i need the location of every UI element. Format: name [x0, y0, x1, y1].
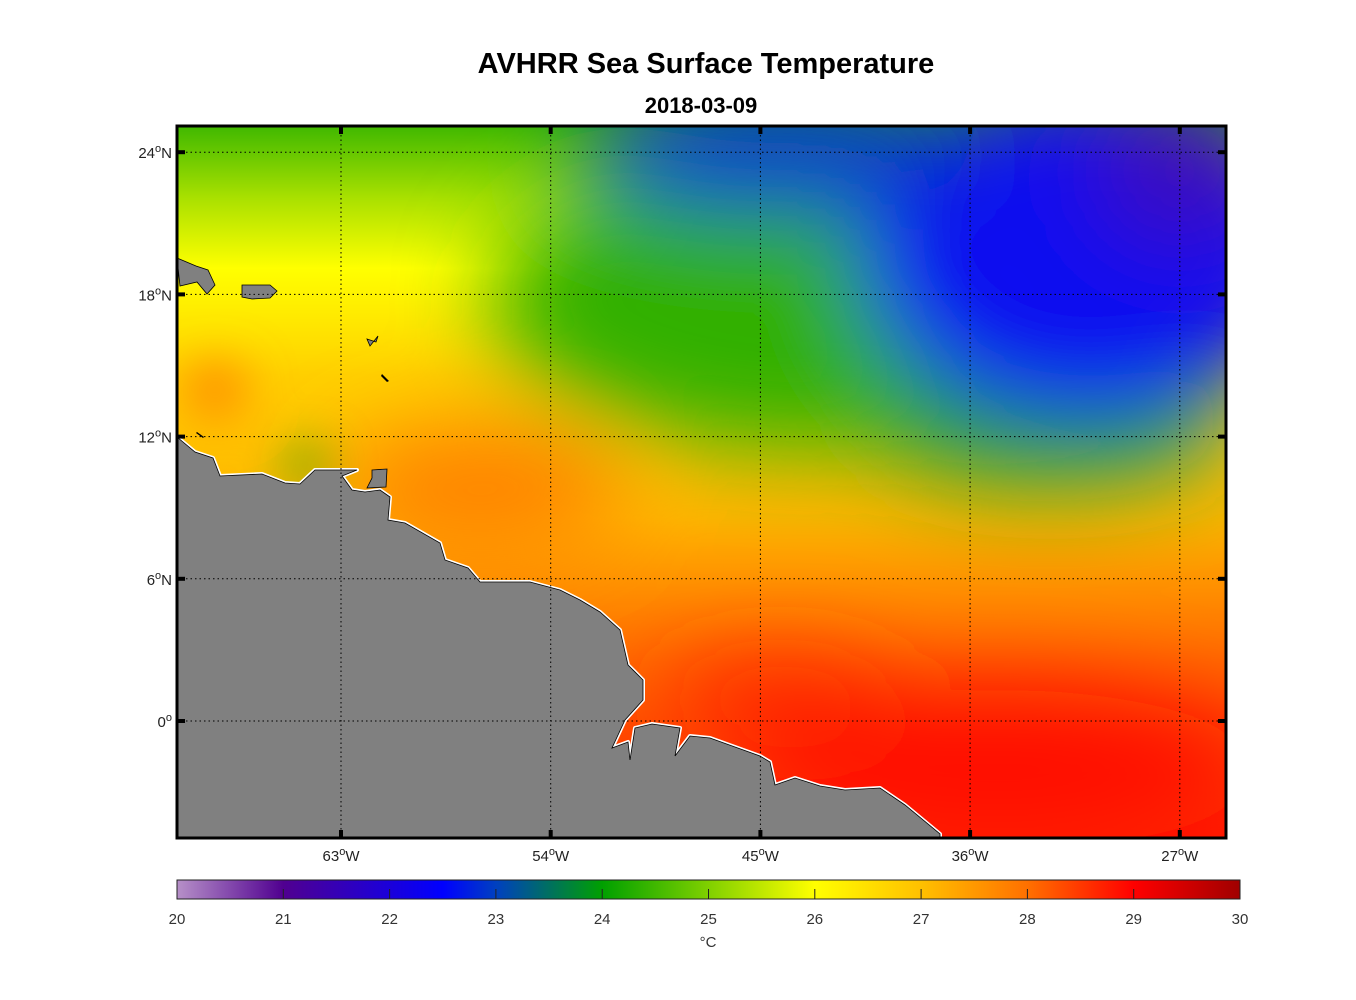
lat-tick-label: 6oN: [147, 570, 172, 589]
lon-tick-label: 36oW: [952, 846, 990, 865]
lon-tick-label: 45oW: [742, 846, 780, 865]
colorbar-label: °C: [700, 934, 717, 951]
colorbar-tick-label: 22: [381, 911, 398, 928]
lat-tick-label: 18oN: [138, 285, 172, 304]
island-puerto-rico: [241, 284, 278, 300]
lat-tick-label: 12oN: [138, 428, 172, 447]
island-hispaniola: [176, 257, 216, 295]
lat-tick-label: 0o: [158, 712, 172, 731]
lon-tick-label: 63oW: [323, 846, 361, 865]
lon-tick-label: 54oW: [532, 846, 570, 865]
colorbar-tick-label: 27: [913, 911, 930, 928]
lat-tick-label: 24oN: [138, 143, 172, 162]
colorbar-tick-label: 29: [1125, 911, 1142, 928]
colorbar-tick-label: 21: [275, 911, 292, 928]
colorbar-tick-label: 20: [169, 911, 186, 928]
island-tobago: [196, 432, 204, 438]
colorbar-tick-label: 28: [1019, 911, 1036, 928]
colorbar-tick-label: 26: [806, 911, 823, 928]
graticule: [177, 126, 1226, 838]
land-south-america-outline: [176, 436, 941, 839]
lon-tick-label: 27oW: [1161, 846, 1199, 865]
sst-field: [177, 126, 1226, 838]
colorbar-ticks: 20 21 22 23 24 25 26 27 28 29 30: [169, 889, 1249, 928]
axis-ticks: 24oN 18oN 12oN 6oN 0o 63oW 54oW 45oW 36oW 27oW: [138, 126, 1226, 865]
map-title: AVHRR Sea Surface Temperature: [477, 48, 935, 80]
island-guadeloupe: [366, 335, 379, 347]
island-barbados: [381, 374, 389, 382]
island-trinidad: [366, 468, 388, 489]
colorbar-tick-label: 24: [594, 911, 611, 928]
colorbar-tick-label: 23: [488, 911, 505, 928]
map-frame: [175, 124, 1228, 840]
map-subtitle: 2018-03-09: [644, 93, 758, 118]
colorbar-tick-label: 30: [1232, 911, 1249, 928]
land: [175, 257, 942, 840]
colorbar-tick-label: 25: [700, 911, 717, 928]
